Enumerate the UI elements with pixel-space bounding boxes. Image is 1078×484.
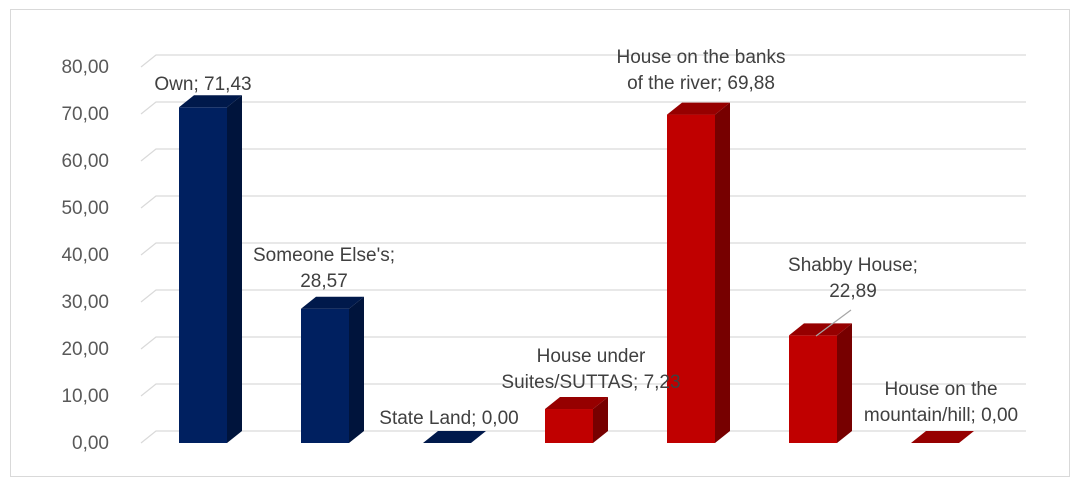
data-label: House under Suites/SUTTAS; 7,23 (501, 346, 680, 393)
bar (301, 296, 364, 443)
y-tick-label: 30,00 (61, 292, 109, 313)
y-tick-label: 70,00 (61, 104, 109, 125)
gridline (140, 54, 1026, 68)
y-axis-ticks: 0,00 10,00 20,00 30,00 40,00 50,00 60,00 70,00 8… (61, 57, 109, 454)
gridline (140, 195, 1026, 209)
gridlines (140, 54, 1026, 444)
bar-chart: 0,00 10,00 20,00 30,00 40,00 50,00 60,00 70,00 8… (61, 47, 1026, 454)
bar (789, 323, 852, 443)
bar (179, 95, 242, 444)
gridline (140, 430, 1026, 444)
bar (667, 102, 730, 444)
bar (545, 397, 608, 443)
gridline (140, 383, 1026, 397)
gridline (140, 242, 1026, 256)
bars (179, 95, 974, 444)
data-label: Someone Else's; 28,57 (253, 245, 395, 292)
y-tick-label: 60,00 (61, 151, 109, 172)
data-label: State Land; 0,00 (379, 408, 518, 429)
data-label: House on the banks of the river; 69,88 (616, 47, 785, 94)
gridline (140, 289, 1026, 303)
data-label: Shabby House; 22,89 (788, 255, 918, 302)
gridline (140, 101, 1026, 115)
label-leader-line (815, 309, 852, 337)
gridline (140, 148, 1026, 162)
chart-frame: 0,00 10,00 20,00 30,00 40,00 50,00 60,00 70,00 8… (10, 9, 1070, 477)
data-label: Own; 71,43 (154, 74, 251, 95)
y-tick-label: 20,00 (61, 339, 109, 360)
data-label: House on the mountain/hill; 0,00 (864, 379, 1018, 426)
gridline (140, 336, 1026, 350)
y-tick-label: 0,00 (72, 433, 109, 454)
bar (423, 431, 486, 443)
y-tick-label: 50,00 (61, 198, 109, 219)
y-tick-label: 80,00 (61, 57, 109, 78)
y-tick-label: 40,00 (61, 245, 109, 266)
bar (911, 431, 974, 443)
y-tick-label: 10,00 (61, 386, 109, 407)
data-labels: Own; 71,43 Someone Else's; 28,57 State Land… (154, 47, 1018, 429)
